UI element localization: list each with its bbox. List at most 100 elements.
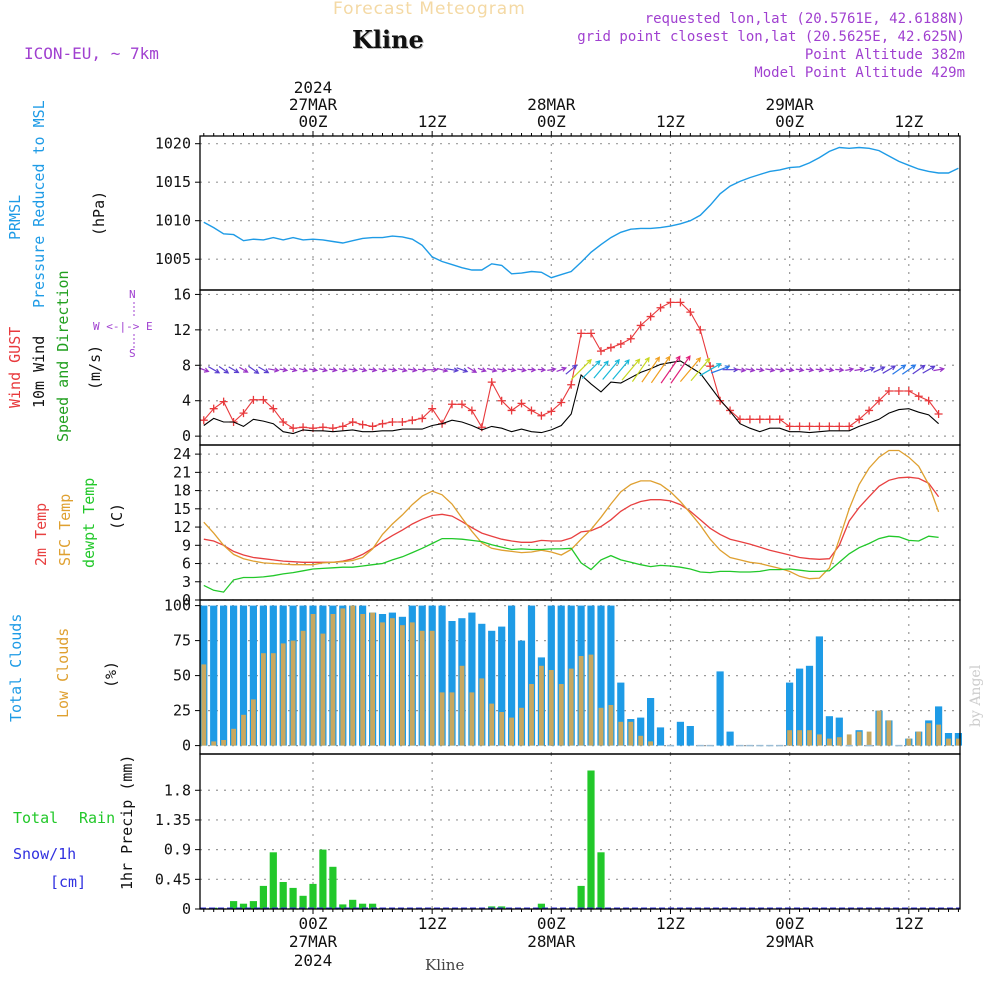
- model-point-altitude: Model Point Altitude 429m: [754, 65, 965, 81]
- y-tick-label: 0: [182, 591, 191, 609]
- wind-gust-marker: [666, 298, 675, 307]
- year-label-top: 2024: [294, 78, 333, 97]
- wind-gust-marker: [894, 386, 903, 395]
- wind-gust-marker: [686, 308, 695, 317]
- wind-direction-arrow: [699, 363, 722, 377]
- wind-gust-marker: [706, 362, 715, 371]
- model-name: ICON-EU, ~ 7km: [24, 44, 159, 63]
- low-cloud-bar: [558, 684, 564, 746]
- wind-direction-arrow: [258, 366, 270, 374]
- date-label-top: 27MAR: [289, 95, 338, 114]
- total-cloud-bar: [508, 605, 516, 746]
- wind-direction-arrow: [882, 365, 897, 374]
- wind-direction-arrow: [650, 355, 671, 384]
- wind-direction-arrow: [556, 366, 568, 372]
- wind-gust-marker: [448, 400, 457, 409]
- total-cloud-bar: [716, 671, 724, 746]
- temp-dewpt-line: [203, 535, 939, 593]
- wind-gust-marker: [855, 415, 864, 424]
- wind-direction-arrow: [805, 367, 815, 373]
- low-cloud-bar: [459, 665, 465, 746]
- wind-gust-marker: [239, 409, 248, 418]
- total-cloud-bar: [557, 605, 565, 746]
- wind-gust-marker: [388, 417, 397, 426]
- low-cloud-bar: [261, 653, 266, 746]
- rain-bar: [339, 904, 347, 909]
- wind-gust-marker: [348, 417, 357, 426]
- wind-gust-marker: [904, 386, 913, 395]
- wind-direction-arrow: [901, 364, 917, 375]
- time-label-top: 00Z: [775, 112, 804, 131]
- total-cloud-bar: [617, 682, 625, 746]
- rain-bar: [259, 885, 267, 909]
- low-cloud-bar: [866, 731, 872, 746]
- wind-direction-arrow: [565, 364, 578, 375]
- wind-direction-arrow: [734, 367, 747, 373]
- wind-10m-line: [203, 360, 939, 435]
- low-cloud-bar: [598, 707, 604, 746]
- total-cloud-bar: [448, 621, 456, 746]
- wind-gust-marker: [755, 415, 764, 424]
- wind-direction-arrow: [863, 366, 876, 373]
- wind-gust-marker: [884, 386, 893, 395]
- wind-direction-arrow: [745, 367, 756, 373]
- wind-direction-arrow: [570, 358, 592, 381]
- year-label-bottom: 2024: [294, 951, 333, 970]
- y-tick-label: 50: [173, 667, 191, 685]
- wind-direction-arrow: [710, 365, 731, 374]
- wind-direction-arrow: [338, 367, 348, 373]
- wind-gust-marker: [497, 396, 506, 405]
- wind-direction-arrow: [835, 367, 845, 373]
- time-label-top: 00Z: [537, 112, 566, 131]
- time-label-top: 00Z: [299, 112, 328, 131]
- wind-direction-arrow: [785, 367, 795, 373]
- wind-gust-marker: [517, 399, 526, 408]
- low-cloud-bar: [241, 714, 246, 746]
- low-cloud-bar: [946, 738, 951, 746]
- wind-gust-marker: [428, 404, 437, 413]
- wind-direction-arrow: [497, 367, 508, 373]
- wind-gust-marker: [934, 410, 943, 418]
- y-tick-label: 0.9: [164, 841, 191, 859]
- wind-direction-arrow: [298, 367, 309, 373]
- low-cloud-bar: [330, 614, 336, 746]
- total-cloud-bar: [239, 605, 248, 746]
- total-cloud-bar: [438, 605, 446, 746]
- precip-total-label: Total: [13, 809, 59, 827]
- total-cloud-bar: [597, 605, 605, 746]
- wind-gust-marker: [328, 424, 337, 433]
- precip-cm-label: [cm]: [50, 873, 87, 891]
- wind-gust-marker: [924, 396, 933, 405]
- low-cloud-bar: [270, 653, 276, 746]
- wind-gust-marker: [378, 419, 387, 428]
- wind-direction-arrow: [755, 367, 765, 373]
- low-cloud-bar: [916, 731, 922, 746]
- wind-gust-marker: [914, 392, 923, 401]
- low-cloud-bar: [221, 740, 226, 746]
- low-cloud-bar: [370, 612, 375, 746]
- wind-gust-marker: [557, 398, 566, 407]
- total-cloud-bar: [249, 605, 257, 746]
- wind-direction-arrow: [239, 366, 249, 373]
- date-label-bottom: 28MAR: [527, 932, 576, 951]
- wind-gust-marker: [398, 417, 407, 426]
- wind-direction-arrow: [815, 367, 825, 373]
- y-tick-label: 75: [173, 632, 191, 650]
- wind-direction-arrow: [289, 367, 298, 373]
- wind-gust-marker: [547, 407, 556, 416]
- low-cloud-bar: [231, 728, 236, 746]
- wind-gust-marker: [418, 414, 427, 423]
- total-cloud-bar: [656, 727, 665, 746]
- total-cloud-bar: [607, 605, 615, 746]
- temp-sfc-line: [203, 449, 940, 580]
- total-cloud-bar: [815, 636, 823, 746]
- low-cloud-bar: [499, 712, 505, 746]
- wind-gust-marker: [527, 406, 536, 415]
- rain-bar: [309, 883, 317, 909]
- low-cloud-bar: [320, 633, 326, 746]
- wind-direction-arrow: [318, 367, 329, 373]
- low-cloud-bar: [400, 625, 405, 746]
- wind-gust-marker: [587, 329, 596, 338]
- low-cloud-bar: [817, 734, 822, 746]
- low-cloud-bar: [360, 614, 366, 746]
